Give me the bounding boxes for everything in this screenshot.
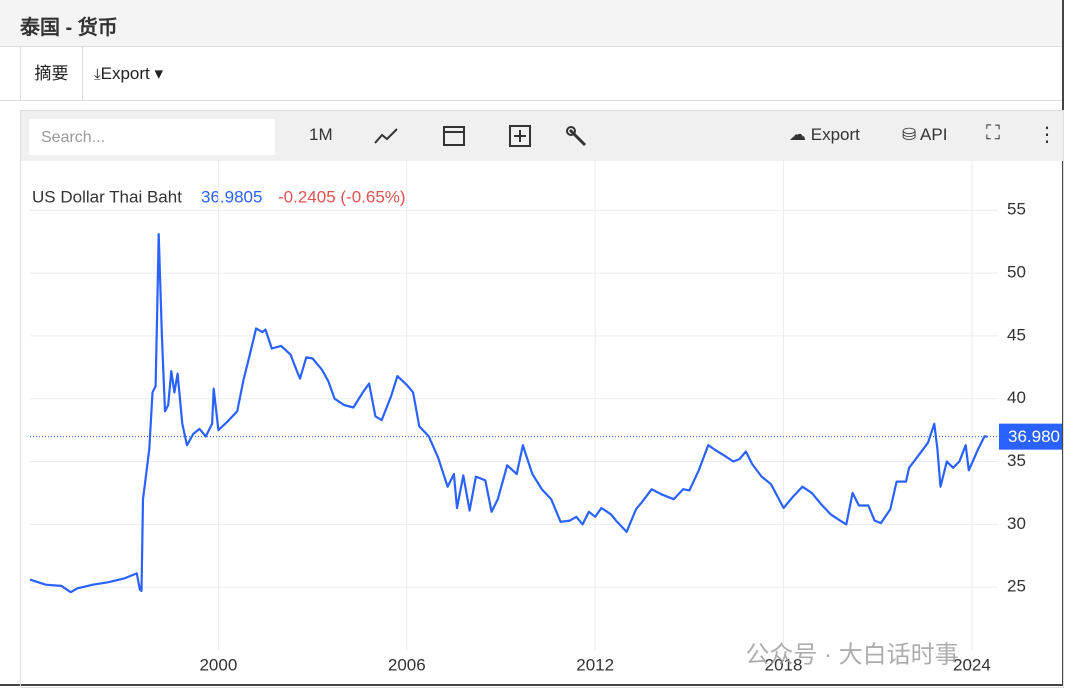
export-button[interactable]: ☁ Export bbox=[789, 125, 860, 144]
range-button[interactable]: 1M bbox=[309, 125, 333, 144]
tab[interactable]: ⤓Export ▾ bbox=[94, 64, 164, 83]
legend-change: -0.2405 (-0.65%) bbox=[278, 187, 406, 206]
y-tick-label: 40 bbox=[1007, 388, 1026, 407]
x-tick-label: 2000 bbox=[199, 655, 237, 674]
watermark: 公众号 · 大白话时事 bbox=[745, 641, 958, 668]
y-tick-label: 25 bbox=[1007, 577, 1026, 596]
x-tick-label: 2006 bbox=[388, 655, 426, 674]
page-title: 泰国 - 货币 bbox=[20, 17, 118, 39]
price-line bbox=[29, 233, 988, 594]
search-box[interactable]: Search... bbox=[29, 119, 275, 155]
y-tick-label: 30 bbox=[1007, 514, 1026, 533]
line-icon[interactable] bbox=[373, 125, 399, 147]
wrench-icon[interactable] bbox=[565, 125, 589, 149]
legend-name: US Dollar Thai Baht bbox=[32, 187, 182, 206]
last-value-box bbox=[999, 423, 1062, 450]
menu-icon[interactable]: ⋮ bbox=[1037, 124, 1057, 146]
tab-label: Export bbox=[100, 64, 150, 83]
fullscreen-icon[interactable]: ⛶ bbox=[986, 122, 1000, 144]
legend-value: 36.9805 bbox=[201, 187, 262, 206]
add-icon[interactable] bbox=[508, 124, 532, 148]
download-icon: ⤓ bbox=[94, 66, 101, 83]
chart-panel: Search... 1M ☁ Export ⛁ API ⛶ ⋮ bbox=[20, 110, 1064, 688]
api-label: API bbox=[920, 125, 948, 144]
x-tick-label: 2024 bbox=[953, 655, 991, 674]
search-placeholder: Search... bbox=[41, 129, 106, 146]
header: 泰国 - 货币 bbox=[0, 0, 1062, 47]
tab[interactable]: 摘要 bbox=[20, 47, 83, 100]
calendar-icon[interactable] bbox=[442, 123, 466, 147]
y-tick-label: 45 bbox=[1007, 325, 1026, 344]
y-tick-label: 35 bbox=[1007, 451, 1026, 470]
tab-bar: 摘要 ⤓Export ▾ bbox=[0, 47, 1062, 101]
y-tick-label: 50 bbox=[1007, 263, 1026, 282]
x-tick-label: 2018 bbox=[765, 655, 803, 674]
api-button[interactable]: ⛁ API bbox=[902, 125, 948, 144]
x-tick-label: 2012 bbox=[576, 655, 614, 674]
export-label: Export bbox=[810, 125, 860, 144]
y-tick-label: 55 bbox=[1007, 200, 1026, 219]
toolbar: Search... 1M ☁ Export ⛁ API ⛶ ⋮ bbox=[21, 111, 1063, 161]
last-value-label: 36.980 bbox=[1008, 427, 1060, 446]
